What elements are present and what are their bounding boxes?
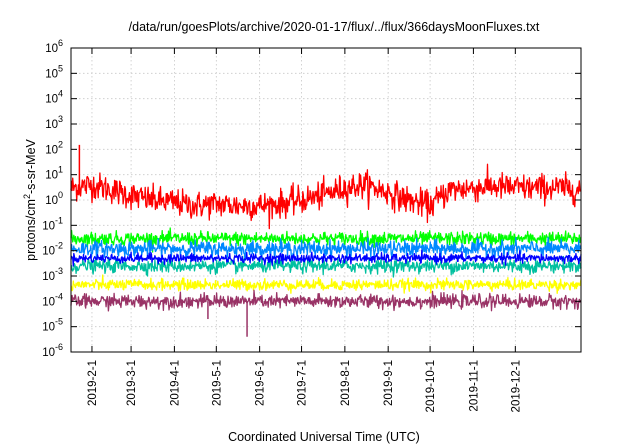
series-line (70, 236, 582, 264)
y-tick-label: 10-6 (42, 342, 63, 359)
x-tick-label: 2019-7-1 (297, 360, 309, 406)
x-tick-label: 2019-8-1 (340, 360, 352, 406)
series-line (70, 255, 582, 278)
x-axis-label: Coordinated Universal Time (UTC) (228, 430, 420, 444)
series-layer (70, 144, 582, 337)
series-line (70, 249, 582, 267)
y-tick-label: 100 (45, 190, 63, 207)
x-tick-label: 2019-2-1 (87, 360, 99, 406)
x-tick-label: 2019-9-1 (383, 360, 395, 406)
axis-ticks (71, 47, 581, 353)
y-tick-label: 10-5 (42, 317, 63, 334)
x-tick-labels: 2019-2-1 2019-3-1 2019-4-1 2019-5-1 2019-6-1… (87, 360, 522, 412)
x-tick-label: 2019-3-1 (126, 360, 138, 406)
series-line (70, 227, 582, 253)
y-tick-labels: 10-6 10-5 10-4 10-3 10-2 10-1 100 101 102 103 104 1… (42, 38, 63, 359)
series-line (70, 163, 582, 230)
x-tick-label: 2019-4-1 (169, 360, 181, 406)
x-tick-label: 2019-6-1 (255, 360, 267, 406)
x-tick-label: 2019-5-1 (211, 360, 223, 406)
y-tick-label: 105 (45, 63, 63, 80)
y-axis-label: protons/cm2-s-sr-MeV (22, 138, 38, 260)
y-tick-label: 102 (45, 139, 63, 156)
y-tick-label: 104 (45, 89, 63, 106)
y-tick-label: 10-4 (42, 291, 63, 308)
y-tick-label: 106 (45, 38, 63, 55)
y-tick-label: 10-3 (42, 266, 63, 283)
x-tick-label: 2019-10-1 (425, 360, 437, 412)
y-tick-label: 10-2 (42, 241, 63, 258)
series-line (70, 274, 582, 294)
x-tick-label: 2019-11-1 (468, 360, 480, 412)
y-tick-label: 101 (45, 165, 63, 182)
y-tick-label: 10-1 (42, 215, 63, 232)
y-tick-label: 103 (45, 114, 63, 131)
x-tick-label: 2019-12-1 (510, 360, 522, 412)
series-line (70, 289, 582, 312)
chart-title: /data/run/goesPlots/archive/2020-01-17/f… (129, 20, 540, 34)
